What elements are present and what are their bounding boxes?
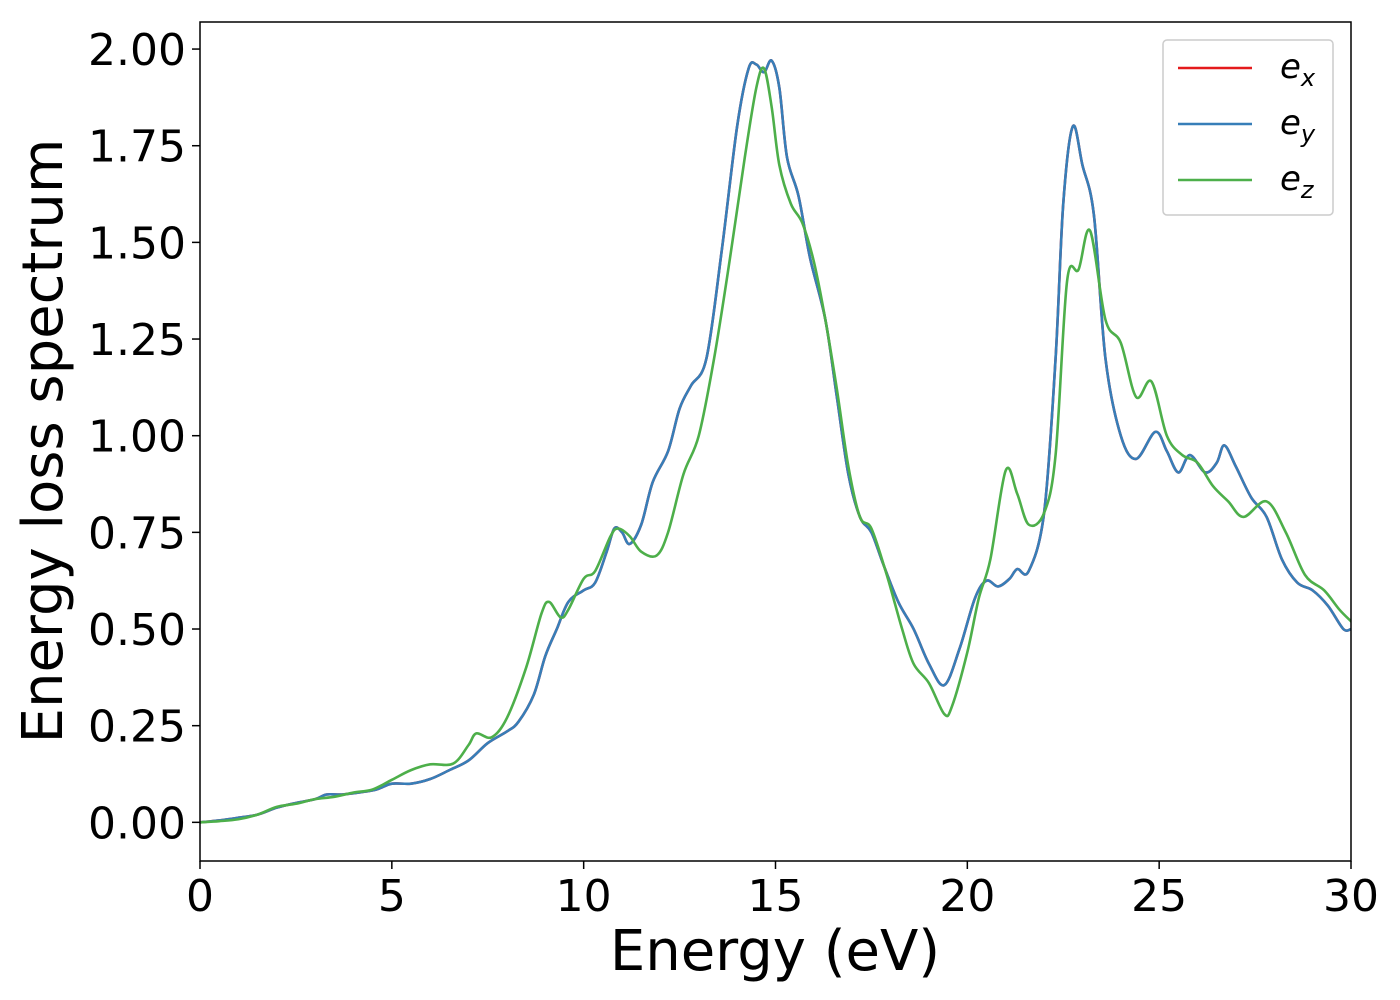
x-tick-label: 30: [1323, 871, 1379, 922]
x-tick-label: 20: [939, 871, 995, 922]
legend-box: [1162, 39, 1334, 216]
y-tick-label: 2.00: [88, 25, 186, 76]
y-tick-label: 1.00: [88, 412, 186, 463]
x-tick-label: 15: [748, 871, 804, 922]
x-tick-label: 5: [378, 871, 406, 922]
x-axis-title: Energy (eV): [610, 919, 940, 984]
y-axis-title: Energy loss spectrum: [11, 139, 76, 744]
y-tick-label: 1.75: [88, 122, 186, 173]
y-tick-label: 1.50: [88, 218, 186, 269]
series-line-e-z: [200, 66, 1351, 824]
x-tick-label: 25: [1131, 871, 1187, 922]
x-tick-label: 0: [186, 871, 214, 922]
y-tick-label: 0.00: [88, 798, 186, 849]
y-tick-label: 0.50: [88, 605, 186, 656]
y-tick-label: 0.25: [88, 702, 186, 753]
y-tick-label: 0.75: [88, 508, 186, 559]
y-tick-label: 1.25: [88, 315, 186, 366]
x-tick-label: 10: [556, 871, 612, 922]
